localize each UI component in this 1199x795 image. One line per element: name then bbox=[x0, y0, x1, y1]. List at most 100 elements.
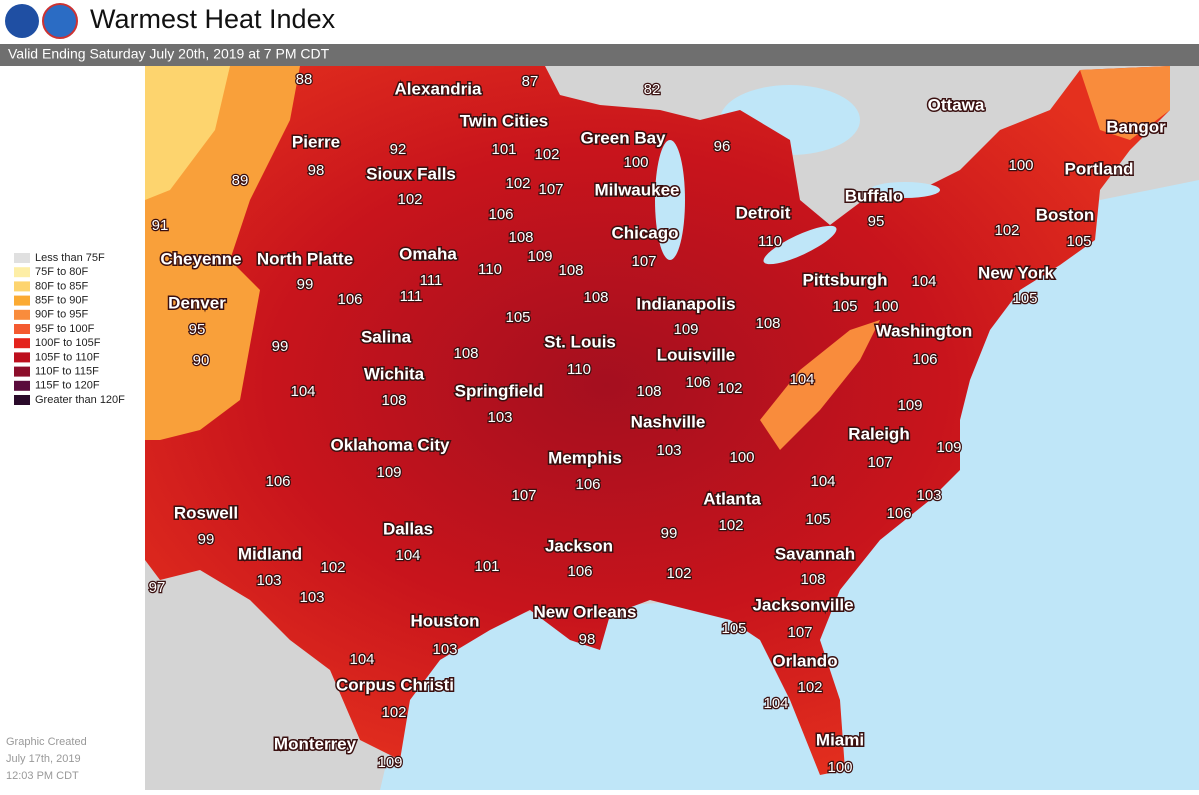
heat-value: 101 bbox=[474, 558, 499, 575]
heat-value: 102 bbox=[718, 517, 743, 534]
city-label: Detroit bbox=[736, 203, 791, 222]
heat-value: 95 bbox=[868, 213, 885, 230]
heat-value: 108 bbox=[583, 289, 608, 306]
city-label: Raleigh bbox=[848, 424, 909, 443]
city-label: Bangor bbox=[1106, 117, 1166, 136]
legend-swatch bbox=[14, 380, 30, 391]
city-label: Atlanta bbox=[703, 489, 761, 508]
city-label: Miami bbox=[816, 730, 864, 749]
city-label: Milwaukee bbox=[594, 180, 679, 199]
heat-value: 108 bbox=[453, 345, 478, 362]
legend-swatch bbox=[14, 309, 30, 320]
city-label: Springfield bbox=[455, 381, 544, 400]
heat-value: 107 bbox=[511, 487, 536, 504]
city-label: Houston bbox=[411, 611, 480, 630]
heat-value: 89 bbox=[232, 172, 249, 189]
heat-value: 106 bbox=[912, 351, 937, 368]
heat-value: 110 bbox=[758, 233, 782, 250]
heat-value: 104 bbox=[789, 371, 814, 388]
city-label: St. Louis bbox=[544, 332, 616, 351]
heat-value: 106 bbox=[886, 505, 911, 522]
region-mild bbox=[145, 66, 230, 200]
city-label: Ottawa bbox=[928, 95, 985, 114]
heat-value: 95 bbox=[189, 321, 206, 338]
heat-value: 103 bbox=[256, 572, 281, 589]
heat-value: 102 bbox=[505, 175, 530, 192]
city-label: Buffalo bbox=[845, 186, 904, 205]
heat-value: 105 bbox=[505, 309, 530, 326]
lake bbox=[870, 182, 940, 198]
legend-label: 80F to 85F bbox=[35, 280, 88, 292]
heat-value: 104 bbox=[395, 547, 420, 564]
heat-value: 109 bbox=[936, 439, 961, 456]
heat-value: 96 bbox=[714, 138, 731, 155]
city-label: Roswell bbox=[174, 503, 238, 522]
heat-value: 103 bbox=[487, 409, 512, 426]
logo bbox=[5, 4, 39, 38]
heat-value: 103 bbox=[432, 641, 457, 658]
heat-value: 109 bbox=[527, 248, 552, 265]
city-label: Chicago bbox=[611, 223, 678, 242]
heat-value: 88 bbox=[296, 71, 313, 88]
lake bbox=[655, 140, 685, 260]
city-label: Sioux Falls bbox=[366, 164, 456, 183]
legend-swatch bbox=[14, 267, 30, 278]
heat-value: 111 bbox=[420, 272, 443, 289]
legend-swatch bbox=[14, 395, 30, 405]
city-label: Nashville bbox=[631, 412, 706, 431]
region-appalachian bbox=[760, 320, 880, 450]
heat-value: 104 bbox=[911, 273, 936, 290]
heat-value: 105 bbox=[1066, 233, 1091, 250]
heat-value: 102 bbox=[381, 704, 406, 721]
city-label: New Orleans bbox=[534, 602, 637, 621]
heat-value: 99 bbox=[661, 525, 678, 542]
heat-value: 111 bbox=[400, 288, 423, 305]
legend-label: 105F to 110F bbox=[35, 351, 100, 363]
city-label: Salina bbox=[361, 327, 412, 346]
title: Warmest Heat Index bbox=[90, 4, 336, 34]
heat-value: 107 bbox=[631, 253, 656, 270]
city-label: Monterrey bbox=[274, 734, 357, 753]
city-label: Denver bbox=[168, 293, 226, 312]
heat-value: 109 bbox=[897, 397, 922, 414]
heat-value: 98 bbox=[579, 631, 596, 648]
heat-value: 108 bbox=[558, 262, 583, 279]
heat-value: 103 bbox=[656, 442, 681, 459]
heat-value: 99 bbox=[297, 276, 314, 293]
heat-value: 109 bbox=[673, 321, 698, 338]
heat-value: 110 bbox=[567, 361, 591, 378]
heat-value: 108 bbox=[800, 571, 825, 588]
heat-value: 102 bbox=[994, 222, 1019, 239]
heat-value: 110 bbox=[478, 261, 502, 278]
city-label: Savannah bbox=[775, 544, 855, 563]
city-label: North Platte bbox=[257, 249, 353, 268]
city-label: Jackson bbox=[545, 536, 613, 555]
city-label: Corpus Christi bbox=[336, 675, 454, 694]
heat-value: 104 bbox=[290, 383, 315, 400]
city-label: Wichita bbox=[364, 364, 425, 383]
side-panel bbox=[0, 66, 145, 790]
city-label: Portland bbox=[1065, 159, 1134, 178]
heat-value: 102 bbox=[666, 565, 691, 582]
city-label: Alexandria bbox=[395, 79, 482, 98]
city-label: Green Bay bbox=[580, 128, 666, 147]
heat-value: 102 bbox=[320, 559, 345, 576]
heat-value: 102 bbox=[534, 146, 559, 163]
city-label: Orlando bbox=[772, 651, 837, 670]
heat-value: 105 bbox=[805, 511, 830, 528]
region-cooler bbox=[1080, 66, 1170, 140]
heat-value: 103 bbox=[299, 589, 324, 606]
legend-swatch bbox=[14, 324, 30, 334]
heat-value: 107 bbox=[538, 181, 563, 198]
legend-label: 85F to 90F bbox=[35, 295, 88, 307]
footer-text: 12:03 PM CDT bbox=[6, 770, 79, 782]
heat-value: 105 bbox=[1012, 290, 1037, 307]
legend-label: 115F to 120F bbox=[35, 380, 100, 392]
heat-value: 108 bbox=[508, 229, 533, 246]
heat-value: 109 bbox=[376, 464, 401, 481]
heat-value: 102 bbox=[397, 191, 422, 208]
city-label: Louisville bbox=[657, 345, 735, 364]
heat-value: 101 bbox=[491, 141, 516, 158]
footer-text: Graphic Created bbox=[6, 736, 87, 748]
subtitle: Valid Ending Saturday July 20th, 2019 at… bbox=[8, 46, 330, 62]
